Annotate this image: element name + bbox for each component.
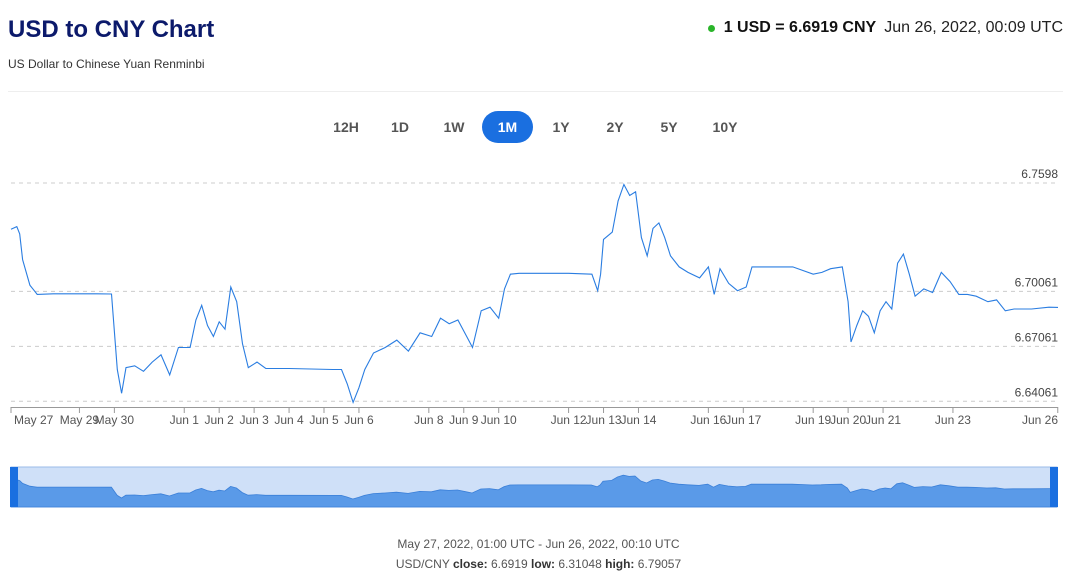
tab-5y[interactable]: 5Y bbox=[660, 119, 678, 135]
footer-date-range: May 27, 2022, 01:00 UTC - Jun 26, 2022, … bbox=[397, 537, 680, 551]
y-tick-label: 6.64061 bbox=[1015, 385, 1059, 399]
tab-2y[interactable]: 2Y bbox=[606, 119, 624, 135]
exchange-rate-chart[interactable]: 6.7598 6.70061 6.67061 6.64061 May 27 May 29… bbox=[0, 150, 1077, 515]
rate-timestamp: Jun 26, 2022, 00:09 UTC bbox=[884, 19, 1063, 36]
footer-low-label: low: bbox=[531, 557, 556, 571]
x-tick-label: Jun 8 bbox=[414, 413, 444, 427]
page-subtitle: US Dollar to Chinese Yuan Renminbi bbox=[8, 57, 205, 71]
footer-low-value: 6.31048 bbox=[558, 557, 602, 571]
x-tick-label: Jun 2 bbox=[205, 413, 235, 427]
live-rate: 1 USD = 6.6919 CNY Jun 26, 2022, 00:09 U… bbox=[707, 19, 1063, 37]
footer-close-label: close: bbox=[452, 557, 488, 571]
x-tick-label: Jun 23 bbox=[935, 413, 971, 427]
footer-high-label: high: bbox=[605, 557, 635, 571]
range-selector: 12H 1D 1W 1M 1Y 2Y 5Y 10Y bbox=[320, 111, 755, 143]
y-tick-label: 6.7598 bbox=[1021, 167, 1058, 181]
x-tick-label: Jun 17 bbox=[725, 413, 761, 427]
series-line-usd-cny bbox=[10, 183, 1059, 405]
x-tick-label: Jun 6 bbox=[344, 413, 374, 427]
tab-12h[interactable]: 12H bbox=[333, 119, 359, 135]
x-tick-label: Jun 12 bbox=[551, 413, 587, 427]
x-tick-label: Jun 14 bbox=[620, 413, 656, 427]
x-tick-label: Jun 5 bbox=[309, 413, 339, 427]
tab-1w[interactable]: 1W bbox=[443, 119, 465, 135]
x-tick-label: Jun 16 bbox=[690, 413, 726, 427]
header-divider bbox=[8, 91, 1063, 92]
tab-1d[interactable]: 1D bbox=[391, 119, 409, 135]
footer-close-value: 6.6919 bbox=[490, 557, 528, 571]
x-tick-label: May 30 bbox=[95, 413, 135, 427]
x-tick-label: Jun 9 bbox=[449, 413, 479, 427]
tab-1m[interactable]: 1M bbox=[482, 111, 533, 143]
x-tick-label: Jun 19 bbox=[795, 413, 831, 427]
navigator-area bbox=[10, 474, 1058, 508]
tab-1y[interactable]: 1Y bbox=[552, 119, 570, 135]
navigator-left-handle[interactable] bbox=[10, 467, 18, 507]
y-tick-label: 6.70061 bbox=[1015, 275, 1059, 289]
footer-pair: USD/CNY bbox=[395, 557, 450, 571]
x-tick-label: Jun 4 bbox=[274, 413, 304, 427]
x-tick-label: Jun 3 bbox=[239, 413, 269, 427]
page-title: USD to CNY Chart bbox=[8, 16, 215, 43]
x-tick-label: Jun 1 bbox=[170, 413, 200, 427]
x-tick-label: Jun 21 bbox=[865, 413, 901, 427]
footer-high-value: 6.79057 bbox=[637, 557, 682, 571]
x-tick-label: May 27 bbox=[14, 413, 54, 427]
x-tick-label: Jun 13 bbox=[586, 413, 622, 427]
x-tick-label: Jun 26 bbox=[1022, 413, 1058, 427]
navigator-right-handle[interactable] bbox=[1050, 467, 1058, 507]
x-tick-label: May 29 bbox=[60, 413, 100, 427]
x-tick-label: Jun 20 bbox=[830, 413, 866, 427]
footer-stats: USD/CNY close: 6.6919 low: 6.31048 high:… bbox=[0, 557, 1077, 571]
y-tick-label: 6.67061 bbox=[1015, 330, 1059, 344]
live-rate-value: 1 USD = 6.6919 CNY bbox=[723, 19, 877, 36]
live-status-dot-icon bbox=[707, 24, 715, 32]
x-tick-label: Jun 10 bbox=[481, 413, 517, 427]
tab-10y[interactable]: 10Y bbox=[712, 119, 738, 135]
